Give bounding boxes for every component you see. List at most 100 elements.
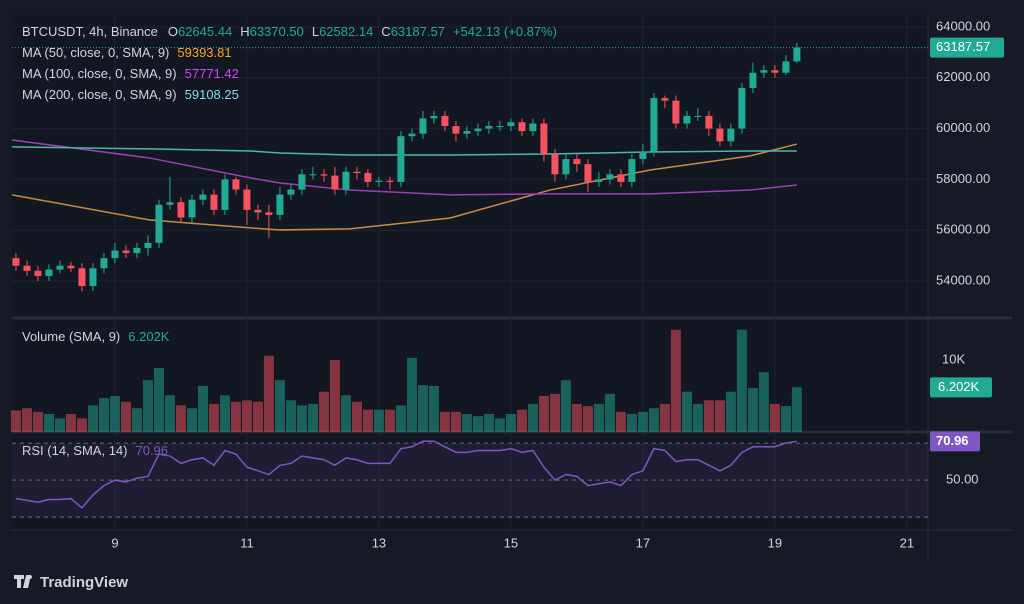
- candle-body: [364, 173, 372, 182]
- x-tick-label: 13: [372, 535, 386, 550]
- candle-body: [617, 174, 625, 182]
- volume-name: Volume (SMA, 9): [22, 329, 120, 344]
- rsi-tag: [930, 431, 980, 452]
- candle-body: [122, 250, 130, 254]
- logo-text: TradingView: [40, 574, 128, 591]
- volume-bar: [362, 409, 373, 432]
- ohlc-value: 63187.57: [391, 24, 445, 39]
- volume-bar: [406, 357, 417, 432]
- volume-bar: [439, 411, 450, 432]
- volume-bar: [43, 413, 54, 432]
- volume-bar: [307, 403, 318, 432]
- volume-bar: [450, 411, 461, 432]
- volume-bar: [736, 329, 747, 432]
- candle-body: [78, 268, 86, 287]
- volume-bar: [219, 395, 230, 432]
- ma-name: MA (100, close, 0, SMA, 9): [22, 66, 177, 81]
- ohlc-key: O: [168, 24, 178, 39]
- volume-bar: [351, 401, 362, 432]
- y-tick-label: 56000.00: [936, 222, 990, 237]
- candle-body: [276, 194, 284, 215]
- ma-value: 57771.42: [185, 66, 239, 81]
- volume-bar: [516, 409, 527, 432]
- candle-body: [111, 250, 119, 259]
- candle-body: [320, 174, 328, 176]
- volume-bar: [714, 400, 725, 432]
- volume-bar: [791, 387, 802, 432]
- x-tick-label: 11: [240, 535, 254, 550]
- volume-bar: [21, 408, 32, 432]
- candle-body: [650, 98, 658, 152]
- ohlc-value: 63370.50: [250, 24, 304, 39]
- candle-body: [309, 174, 317, 176]
- volume-bar: [461, 413, 472, 432]
- volume-bar: [340, 395, 351, 432]
- candle-body: [782, 61, 790, 73]
- candle-body: [166, 202, 174, 205]
- volume-bar: [692, 403, 703, 432]
- volume-bar: [384, 409, 395, 432]
- volume-bar: [604, 393, 615, 432]
- volume-bar: [769, 403, 780, 432]
- candle-body: [760, 70, 768, 73]
- symbol: BTCUSDT, 4h, Binance: [22, 24, 158, 39]
- candle-body: [474, 128, 482, 132]
- rsi-legend: RSI (14, SMA, 14) 70.96: [22, 443, 168, 458]
- volume-bar: [32, 411, 43, 432]
- volume-bar: [329, 359, 340, 432]
- y-tick-label: 60000.00: [936, 120, 990, 135]
- volume-bar: [131, 408, 142, 432]
- candle-body: [287, 189, 295, 195]
- volume-bar: [54, 418, 65, 432]
- volume-value: 6.202K: [128, 329, 170, 344]
- candle-body: [529, 123, 537, 132]
- y-tick-label: 10K: [942, 351, 965, 366]
- ohlc-value: 62582.14: [319, 24, 373, 39]
- volume-bar: [703, 400, 714, 432]
- candle-body: [177, 202, 185, 218]
- volume-bar: [186, 408, 197, 432]
- ma-legend: MA (50, close, 0, SMA, 9) 59393.81: [22, 45, 232, 60]
- volume-bar: [593, 403, 604, 432]
- candle-body: [639, 151, 647, 160]
- candle-body: [672, 100, 680, 124]
- y-tick-label: 62000.00: [936, 69, 990, 84]
- rsi-line: [15, 440, 797, 509]
- volume-bar: [164, 395, 175, 432]
- volume-legend: Volume (SMA, 9) 6.202K: [22, 329, 170, 344]
- change: +542.13 (+0.87%): [453, 24, 557, 39]
- volume-bar: [285, 400, 296, 432]
- candle-body: [419, 118, 427, 134]
- ma-name: MA (50, close, 0, SMA, 9): [22, 45, 169, 60]
- logo: TradingView: [14, 574, 128, 591]
- candle-body: [298, 174, 306, 190]
- candle-body: [67, 265, 75, 269]
- candle-body: [375, 180, 383, 182]
- candle-body: [430, 115, 438, 119]
- x-tick-label: 17: [636, 535, 650, 550]
- last-price-label: 63187.57: [936, 39, 990, 54]
- candle-body: [133, 247, 141, 254]
- volume-bar: [296, 405, 307, 432]
- volume-bar: [472, 416, 483, 432]
- candle-body: [562, 159, 570, 175]
- volume-bar: [417, 385, 428, 432]
- volume-bar: [230, 401, 241, 432]
- candle-body: [100, 258, 108, 269]
- ohlc-key: C: [381, 24, 390, 39]
- ohlc-key: H: [240, 24, 249, 39]
- volume-bar: [76, 418, 87, 432]
- volume-bar: [758, 372, 769, 432]
- volume-bar: [395, 405, 406, 432]
- candle-body: [749, 72, 757, 88]
- ma-line: [11, 143, 798, 231]
- volume-bar: [65, 413, 76, 432]
- candle-body: [155, 204, 163, 243]
- volume-bar: [670, 329, 681, 432]
- volume-bar: [505, 413, 516, 432]
- volume-bar: [527, 403, 538, 432]
- volume-bar: [120, 401, 131, 432]
- x-tick-label: 15: [504, 535, 518, 550]
- candle-body: [551, 153, 559, 175]
- rsi-name: RSI (14, SMA, 14): [22, 443, 127, 458]
